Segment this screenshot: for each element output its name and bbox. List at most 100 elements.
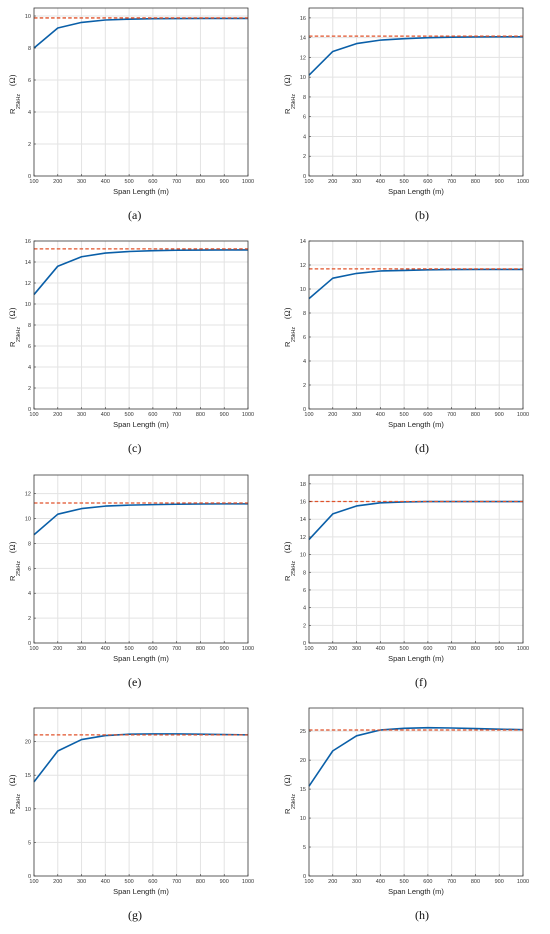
chart-e-svg: 100 200 300 400 500 600 700 800 900 1000 0 2 4 6 8 10 12… [8, 474, 254, 663]
x-tick-label: 400 [101, 412, 110, 418]
plot-area-b [309, 8, 523, 176]
x-tick-label: 300 [77, 646, 86, 652]
x-tick-label: 500 [400, 879, 409, 885]
y-axis-symbol: R [283, 341, 292, 347]
y-tick-label: 4 [28, 591, 31, 597]
y-tick-label: 6 [28, 566, 31, 572]
plot-area-d [309, 241, 523, 409]
chart-b-svg: 100 200 300 400 500 600 700 800 900 1000 0 2 4 6 8 10 12… [283, 7, 529, 196]
x-axis-label-e: Span Length (m) [113, 654, 169, 663]
y-axis-unit: (Ω) [283, 541, 292, 553]
x-tick-label: 600 [423, 412, 432, 418]
y-tick-label: 6 [303, 588, 306, 594]
x-tick-label: 500 [125, 412, 134, 418]
x-tick-label: 100 [304, 412, 313, 418]
x-tick-label: 400 [376, 879, 385, 885]
y-tick-label: 8 [28, 541, 31, 547]
x-tick-label: 400 [376, 412, 385, 418]
chart-f-svg: 100 200 300 400 500 600 700 800 900 1000 0 2 4 6 8 10 12… [283, 474, 529, 663]
y-axis-symbol: R [8, 108, 17, 114]
y-tick-label: 15 [300, 787, 306, 793]
plot-frame-f [308, 474, 524, 644]
resistance-curve-e [33, 503, 248, 536]
y-tick-label: 16 [300, 500, 306, 506]
caption-b: (b) [415, 208, 429, 222]
plot-area-f [309, 475, 523, 643]
x-tick-label: 700 [447, 412, 456, 418]
x-axis-label-f: Span Length (m) [388, 654, 444, 663]
y-tick-label: 18 [300, 482, 306, 488]
y-tick-label: 0 [303, 641, 306, 647]
x-tick-label: 900 [220, 879, 229, 885]
y-axis-symbol: R [8, 808, 17, 814]
x-tick-label: 800 [196, 879, 205, 885]
x-tick-label: 1000 [242, 879, 254, 885]
y-axis-symbol: R [283, 108, 292, 114]
y-tick-label: 6 [28, 78, 31, 84]
y-tick-label: 16 [25, 239, 31, 245]
x-tick-label: 100 [304, 879, 313, 885]
x-tick-label: 700 [172, 646, 181, 652]
y-axis-subscript: 25kHz [291, 561, 297, 576]
y-tick-label: 4 [303, 359, 306, 365]
plot-area-h [309, 708, 523, 876]
x-tick-label: 1000 [517, 646, 529, 652]
caption-e: (e) [128, 675, 142, 689]
y-tick-label: 8 [303, 570, 306, 576]
y-axis-subscript: 25kHz [16, 561, 22, 576]
x-tick-label: 300 [77, 179, 86, 185]
x-tick-label: 200 [53, 179, 62, 185]
x-tick-label: 200 [53, 646, 62, 652]
chart-panel-a: 100 200 300 400 500 600 700 800 900 1000 0 2 4 6 8 10 Sp… [0, 0, 275, 233]
x-tick-label: 500 [400, 412, 409, 418]
x-tick-label: 900 [220, 646, 229, 652]
x-tick-label: 800 [471, 879, 480, 885]
x-tick-label: 800 [471, 179, 480, 185]
x-tick-label: 400 [101, 879, 110, 885]
x-tick-label: 400 [101, 646, 110, 652]
plot-frame-b [308, 7, 524, 177]
x-axis-label-a: Span Length (m) [113, 187, 169, 196]
x-tick-label: 1000 [242, 412, 254, 418]
x-tick-label: 900 [495, 412, 504, 418]
y-tick-label: 2 [28, 142, 31, 148]
x-tick-label: 700 [172, 179, 181, 185]
chart-panel-e: 100 200 300 400 500 600 700 800 900 1000 0 2 4 6 8 10 12… [0, 467, 275, 700]
y-axis-unit: (Ω) [283, 74, 292, 86]
x-tick-label: 200 [53, 412, 62, 418]
y-axis-subscript: 25kHz [291, 794, 297, 809]
x-tick-label: 300 [352, 646, 361, 652]
chart-d-svg: 100 200 300 400 500 600 700 800 900 1000 0 2 4 6 8 10 12… [283, 239, 529, 429]
x-tick-label: 600 [148, 879, 157, 885]
x-tick-label: 1000 [517, 412, 529, 418]
y-tick-label: 10 [25, 14, 31, 20]
x-tick-label: 800 [196, 179, 205, 185]
x-tick-label: 500 [125, 179, 134, 185]
resistance-curve-c [33, 249, 248, 296]
x-tick-label: 600 [148, 412, 157, 418]
y-tick-label: 10 [300, 553, 306, 559]
plot-frame-h [308, 707, 524, 877]
x-tick-label: 900 [495, 179, 504, 185]
y-tick-label: 14 [300, 36, 306, 42]
y-tick-label: 10 [300, 816, 306, 822]
y-tick-label: 0 [303, 407, 306, 413]
y-tick-label: 14 [300, 517, 306, 523]
plot-frame-e [33, 474, 249, 644]
y-axis-unit: (Ω) [8, 774, 17, 786]
y-tick-label: 10 [25, 517, 31, 523]
y-tick-label: 14 [25, 260, 31, 266]
x-axis-label-h: Span Length (m) [388, 887, 444, 896]
y-tick-label: 14 [300, 239, 306, 245]
plot-frame-g [33, 707, 249, 877]
y-axis-subscript: 25kHz [16, 327, 22, 342]
y-axis-unit: (Ω) [8, 307, 17, 319]
x-tick-label: 100 [29, 646, 38, 652]
x-tick-label: 100 [29, 879, 38, 885]
x-axis-label-b: Span Length (m) [388, 187, 444, 196]
x-tick-label: 200 [328, 179, 337, 185]
